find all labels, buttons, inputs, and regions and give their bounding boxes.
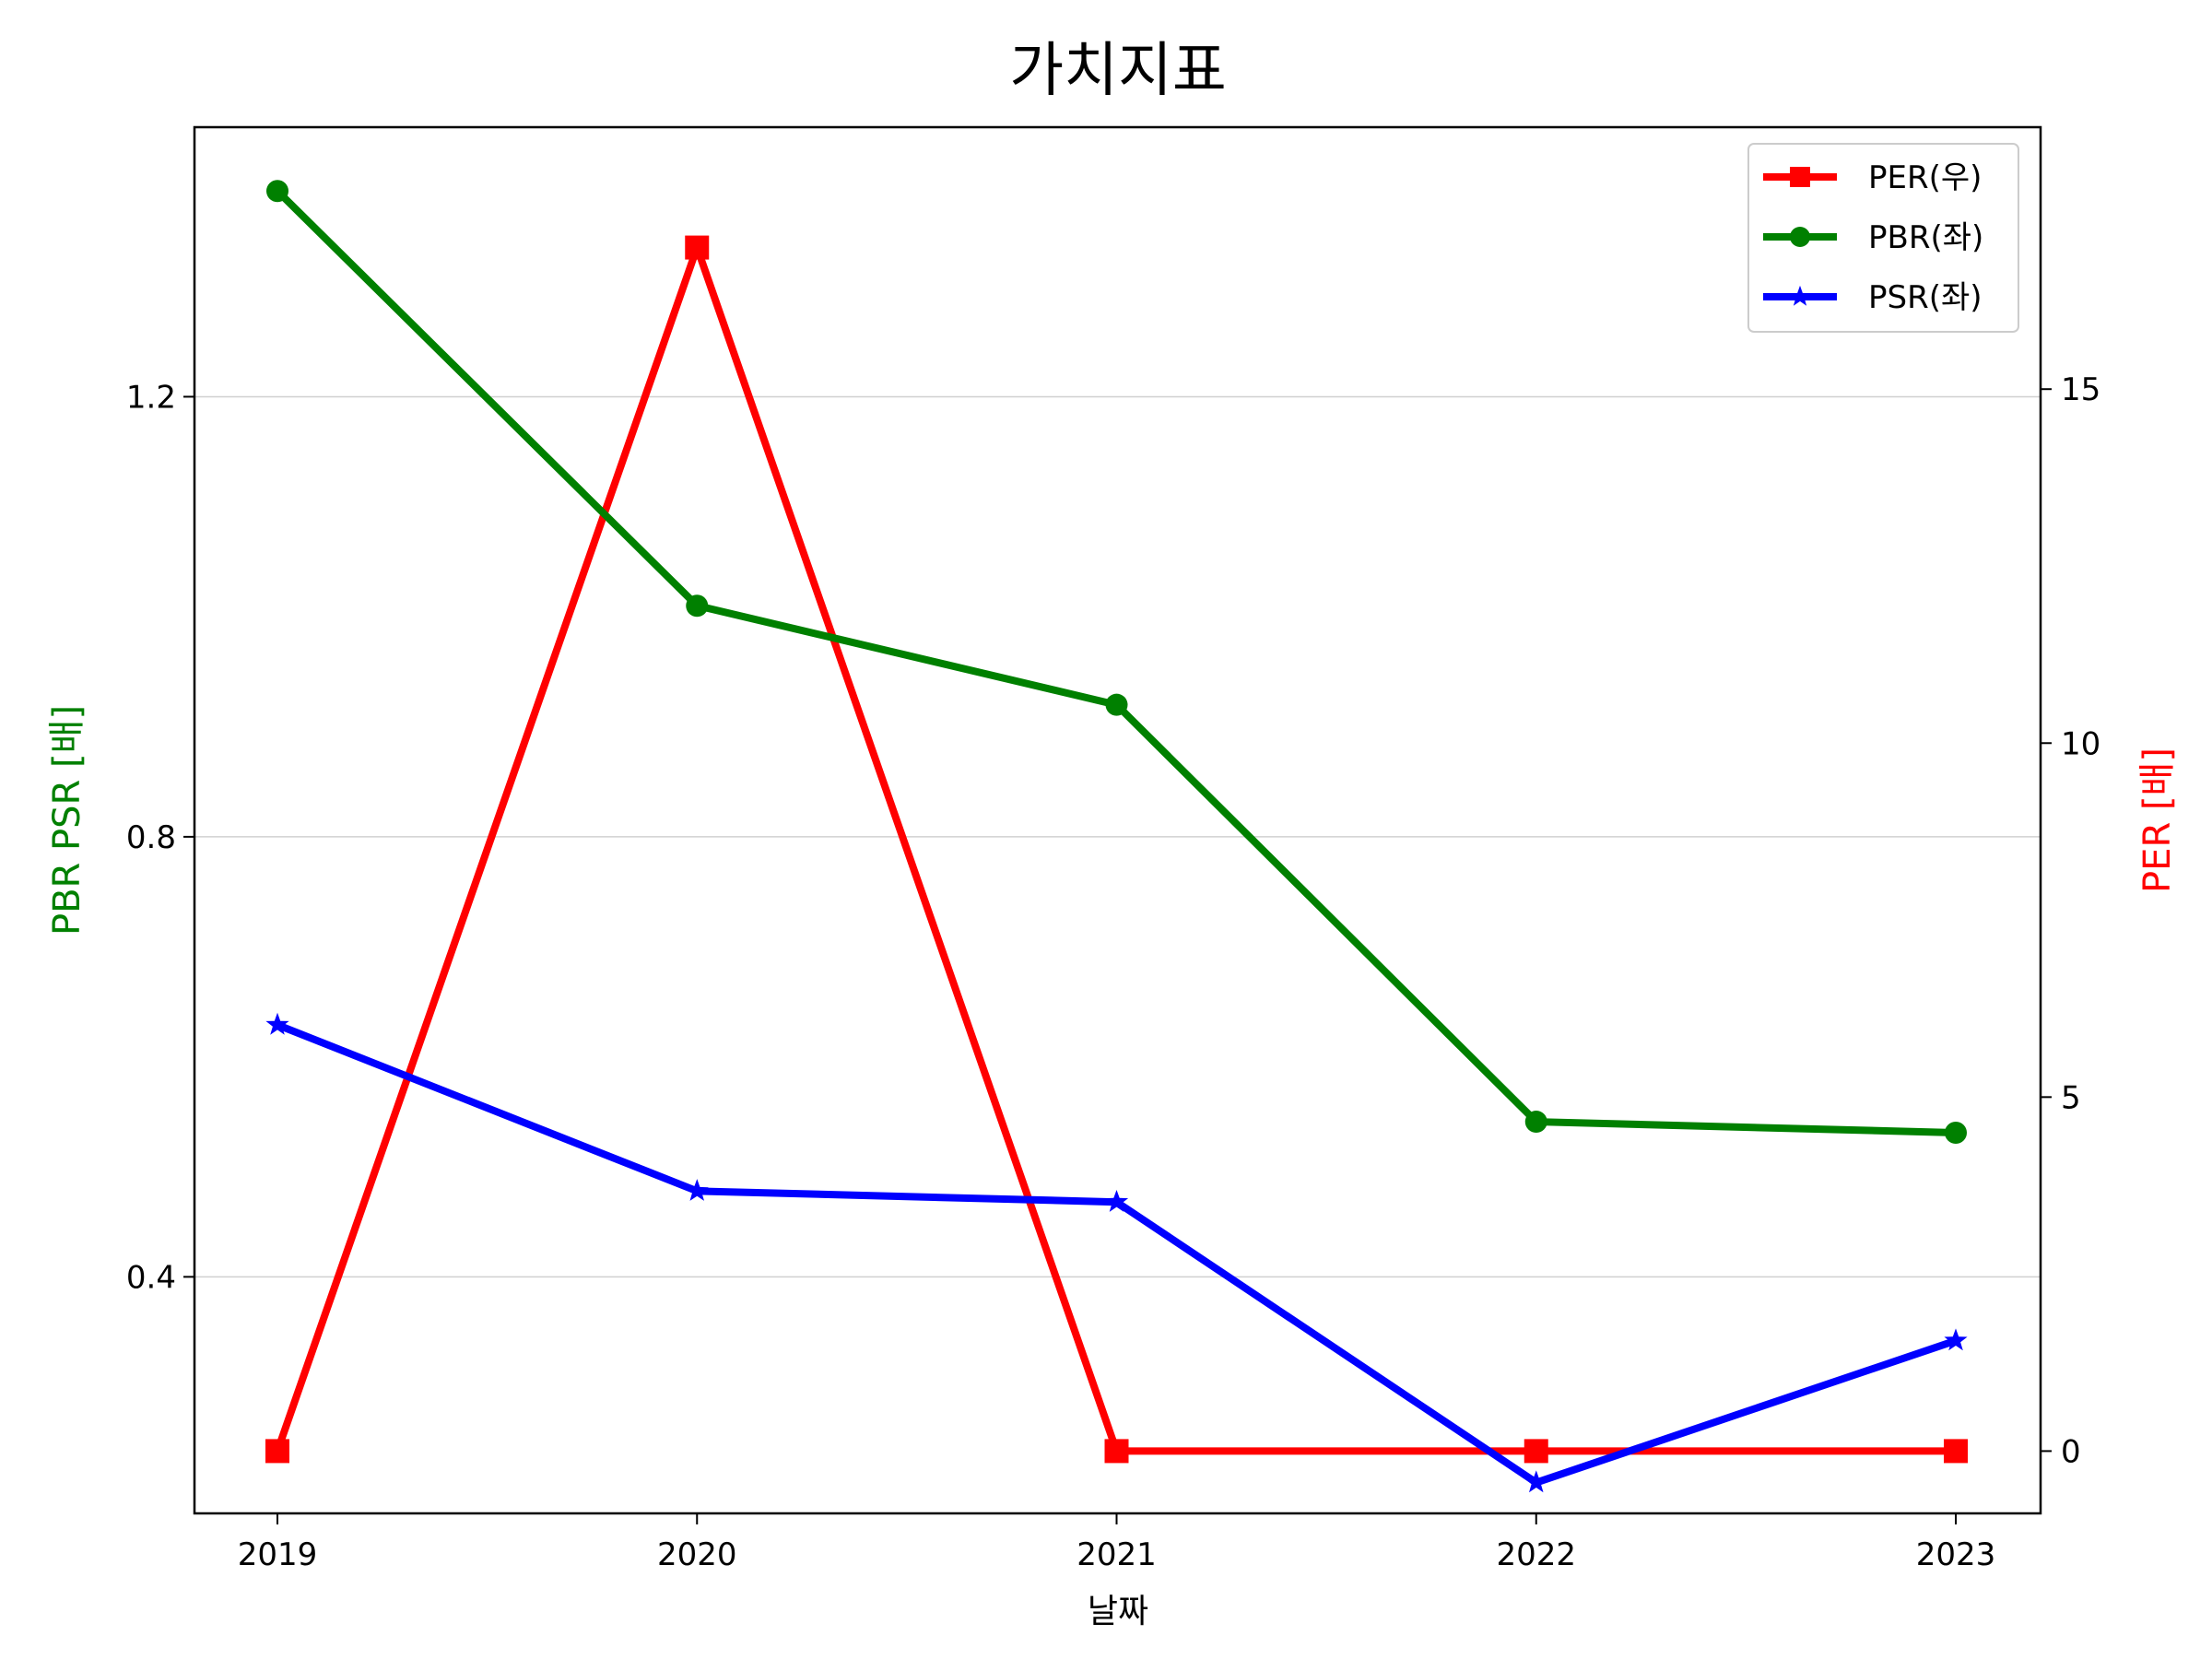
series-PSR(좌) bbox=[265, 1012, 1968, 1493]
data-point bbox=[1789, 285, 1811, 306]
legend-item: PER(우) bbox=[1763, 159, 1982, 196]
x-axis-label: 날짜 bbox=[1088, 1593, 1148, 1630]
plot-frame bbox=[193, 125, 2042, 1515]
data-point bbox=[1524, 1111, 1547, 1134]
data-point bbox=[1790, 167, 1810, 187]
grid-lines bbox=[194, 395, 2041, 1278]
x-tick-label: 2022 bbox=[1496, 1536, 1576, 1573]
legend-box bbox=[1747, 143, 2019, 333]
left-y-axis: 0.4 0.8 1.2 bbox=[126, 379, 194, 1296]
x-tick-label: 2019 bbox=[238, 1536, 318, 1573]
legend-item: PSR(좌) bbox=[1763, 279, 1983, 316]
series-line bbox=[276, 1021, 1958, 1488]
right-tick-label: 15 bbox=[2061, 371, 2100, 408]
right-y-axis: 0 5 10 15 bbox=[2041, 371, 2100, 1470]
chart-title: 가치지표 bbox=[1009, 37, 1227, 105]
left-tick-label: 1.2 bbox=[126, 379, 176, 416]
data-point bbox=[1945, 1121, 1967, 1144]
legend-item: PBR(좌) bbox=[1763, 219, 1983, 256]
data-point bbox=[266, 180, 288, 203]
right-y-axis-label: PER [배] bbox=[2136, 747, 2179, 893]
left-y-axis-label: PBR PSR [배] bbox=[46, 705, 88, 935]
data-point bbox=[1944, 1439, 1968, 1464]
plot-series bbox=[265, 180, 1968, 1493]
right-tick-label: 0 bbox=[2061, 1433, 2081, 1470]
left-tick-label: 0.8 bbox=[126, 819, 176, 856]
data-point bbox=[265, 1012, 289, 1035]
data-point bbox=[1104, 1439, 1129, 1464]
legend-label: PER(우) bbox=[1868, 159, 1982, 196]
x-axis: 2019 2020 2021 2022 2023 bbox=[238, 1513, 1996, 1573]
data-point bbox=[685, 235, 710, 260]
series-PBR(좌) bbox=[266, 180, 1967, 1144]
series-line bbox=[274, 236, 1956, 1455]
data-point bbox=[685, 1179, 709, 1201]
legend: PER(우) PBR(좌) PSR(좌) bbox=[1747, 143, 2019, 333]
data-point bbox=[1524, 1439, 1548, 1464]
legend-label: PSR(좌) bbox=[1868, 279, 1983, 316]
data-point bbox=[265, 1439, 289, 1464]
legend-label: PBR(좌) bbox=[1868, 219, 1983, 256]
data-point bbox=[1104, 1190, 1129, 1212]
left-tick-label: 0.4 bbox=[126, 1259, 176, 1296]
x-tick-label: 2020 bbox=[657, 1536, 737, 1573]
right-tick-label: 5 bbox=[2061, 1079, 2081, 1116]
data-point bbox=[1105, 693, 1128, 716]
data-point bbox=[1790, 227, 1810, 247]
x-tick-label: 2023 bbox=[1916, 1536, 1996, 1573]
series-line bbox=[275, 188, 1957, 1136]
series-PER(우) bbox=[265, 235, 1968, 1464]
x-tick-label: 2021 bbox=[1077, 1536, 1157, 1573]
data-point bbox=[1524, 1470, 1548, 1493]
data-point bbox=[1944, 1328, 1968, 1351]
data-point bbox=[686, 594, 709, 618]
right-tick-label: 10 bbox=[2061, 725, 2100, 762]
